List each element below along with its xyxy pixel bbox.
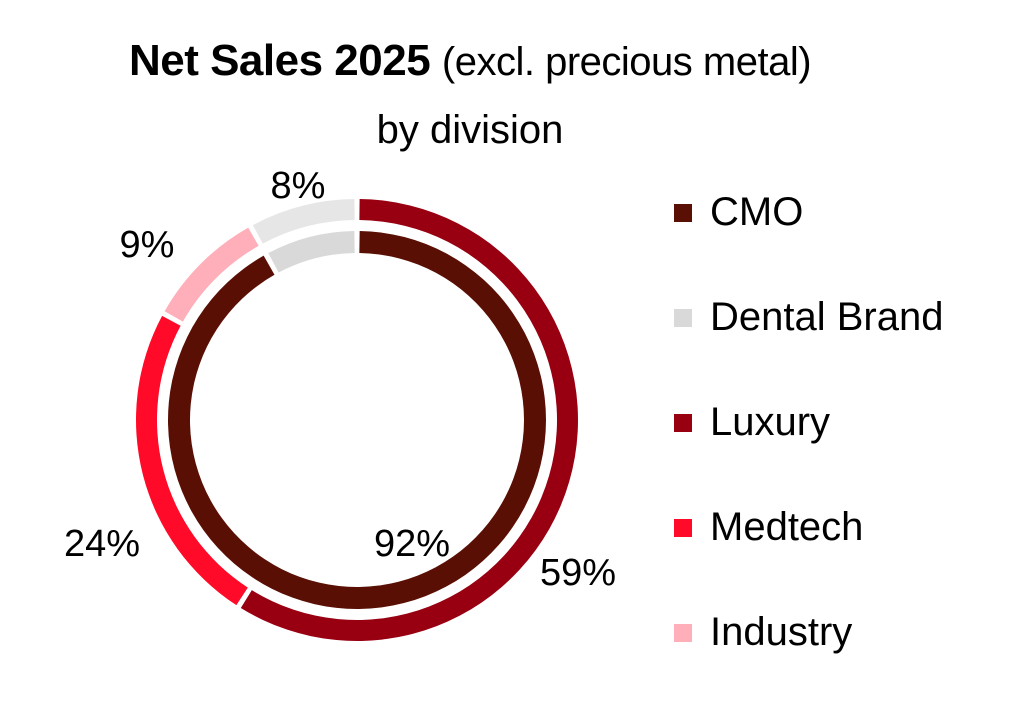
legend-swatch-icon (674, 414, 692, 432)
outer-ring-slice-industry (164, 227, 259, 322)
chart-title-main: Net Sales 2025 (128, 36, 431, 85)
legend-item-cmo: CMO (674, 186, 943, 291)
legend-swatch-icon (674, 309, 692, 327)
chart-subtitle: by division (376, 108, 564, 152)
chart-legend: CMO Dental Brand Luxury Medtech Industry (674, 186, 943, 711)
inner-ring-slice-cmo (168, 231, 546, 609)
chart-title: Net Sales 2025 (excl. precious metal) (0, 36, 940, 86)
legend-swatch-icon (674, 204, 692, 222)
data-label-outer-industry: 9% (120, 224, 175, 266)
donut-rings (135, 199, 578, 642)
outer-ring-slice-dental-brand (252, 199, 355, 244)
legend-swatch-icon (674, 519, 692, 537)
inner-ring-slice-dental-brand (268, 231, 355, 273)
legend-label: Dental Brand (710, 295, 944, 339)
legend-item-industry: Industry (674, 606, 943, 711)
legend-item-dental-brand: Dental Brand (674, 291, 943, 396)
legend-label: CMO (710, 190, 804, 234)
chart-title-suffix: (excl. precious metal) (441, 40, 812, 84)
donut-data-labels: 92% 59% 24% 9% 8% (64, 165, 616, 594)
legend-label: Luxury (710, 400, 831, 444)
legend-label: Medtech (710, 505, 864, 549)
data-label-inner-cmo: 92% (374, 523, 450, 565)
legend-item-luxury: Luxury (674, 396, 943, 501)
outer-ring-slice-medtech (135, 315, 248, 606)
data-label-outer-dental-brand: 8% (271, 165, 326, 207)
legend-swatch-icon (674, 624, 692, 642)
data-label-outer-luxury: 59% (540, 552, 616, 594)
data-label-outer-medtech: 24% (64, 523, 140, 565)
legend-label: Industry (710, 610, 853, 654)
legend-item-medtech: Medtech (674, 501, 943, 606)
